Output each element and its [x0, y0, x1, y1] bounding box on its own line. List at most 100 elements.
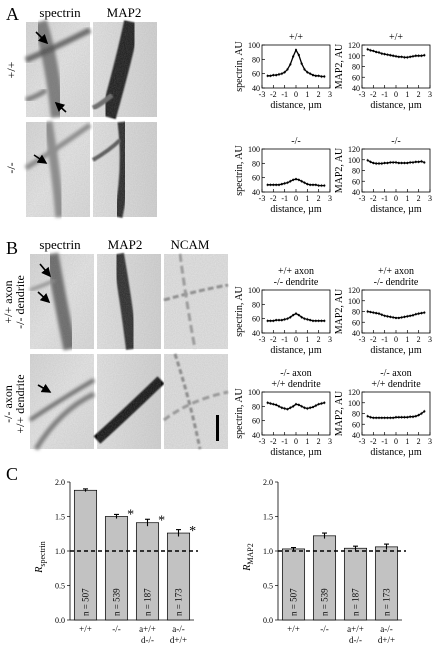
data-point [369, 160, 372, 163]
plot-title-line2: -/- dendrite [374, 277, 419, 288]
row-label-b1-line2: -/- dendrite [13, 275, 27, 329]
x-tick-label: 3 [328, 194, 332, 203]
micrograph-a-spectrin-wt [24, 19, 92, 118]
data-point [397, 416, 400, 419]
arrow-icon [39, 263, 52, 278]
arrow-icon [37, 383, 52, 393]
x-tick-label: -1 [281, 335, 288, 344]
y-tick-label: 120 [348, 286, 360, 295]
x-category-label: a+/+ [347, 624, 364, 634]
data-point [397, 316, 400, 320]
plot-title-line2: +/+ dendrite [271, 379, 321, 390]
y-tick-label: 80 [352, 167, 360, 176]
data-point [383, 314, 386, 317]
data-point [397, 55, 400, 58]
data-point [411, 314, 415, 317]
data-point [283, 71, 286, 74]
x-tick-label: 2 [417, 335, 421, 344]
data-point [372, 161, 375, 165]
x-category-label: d+/+ [378, 635, 395, 645]
x-tick-label: 1 [405, 335, 409, 344]
y-tick-label: 40 [252, 188, 260, 197]
x-tick-label: 0 [294, 335, 298, 344]
scale-bar [216, 415, 219, 441]
data-point [300, 316, 303, 319]
y-tick-label: 120 [348, 41, 360, 50]
x-category-label: d+/+ [170, 635, 187, 645]
arrow-icon [33, 154, 48, 164]
data-point [292, 405, 295, 408]
data-point [400, 161, 403, 165]
x-tick-label: 1 [405, 194, 409, 203]
data-point [400, 416, 403, 419]
data-point [386, 315, 389, 318]
x-axis-label: distance, µm [270, 100, 322, 111]
data-point [377, 51, 381, 54]
data-point [375, 50, 378, 54]
x-tick-label: -2 [370, 335, 377, 344]
x-tick-label: 3 [328, 335, 332, 344]
data-point [306, 318, 309, 321]
y-tick-label: 60 [352, 73, 360, 82]
data-point [297, 313, 300, 317]
data-point [423, 54, 426, 57]
data-point [372, 416, 375, 419]
data-point [389, 54, 392, 57]
data-point [411, 55, 415, 58]
data-point [403, 161, 406, 165]
data-point [380, 313, 383, 316]
chart-b-spectrin-wtaxon: +/+ axon-/- dendrite 40 60 80 100 -3 -2 -1 0 1 2 3d… [234, 266, 332, 356]
x-tick-label: -3 [259, 437, 266, 446]
x-tick-label: -2 [270, 90, 277, 99]
y-tick-label: 100 [248, 286, 260, 295]
x-tick-label: 0 [394, 194, 398, 203]
x-tick-label: 2 [417, 90, 421, 99]
data-point [269, 319, 272, 322]
x-tick-label: -2 [270, 437, 277, 446]
x-tick-label: 1 [305, 194, 309, 203]
bar-n-label: n = 507 [289, 588, 299, 616]
y-tick-label: 60 [252, 174, 260, 183]
data-point [309, 183, 312, 186]
x-axis-label: distance, µm [270, 204, 322, 215]
x-axis-label: distance, µm [270, 345, 322, 356]
y-tick-label: 100 [348, 297, 360, 306]
data-point [417, 414, 420, 417]
x-tick-label: -2 [270, 194, 277, 203]
data-point [375, 416, 378, 419]
data-point [303, 317, 306, 320]
data-point [269, 183, 272, 186]
significance-star: * [189, 524, 196, 539]
data-point [286, 181, 289, 184]
data-point [317, 403, 320, 406]
data-point [311, 405, 315, 409]
row-label-b2-line1: -/- axon [1, 385, 15, 423]
x-tick-label: -1 [281, 90, 288, 99]
data-point [366, 310, 369, 313]
y-tick-label: 1.0 [55, 547, 65, 556]
y-tick-label: 100 [248, 388, 260, 397]
panel-letter-b: B [6, 238, 18, 258]
data-point [417, 160, 420, 163]
data-point [294, 312, 298, 315]
x-tick-label: -1 [281, 437, 288, 446]
data-point [314, 183, 317, 186]
data-point [294, 48, 298, 52]
y-axis-label: MAP2, AU [334, 43, 345, 89]
data-point [403, 315, 406, 318]
data-point [369, 310, 372, 314]
x-tick-label: -3 [259, 194, 266, 203]
plot-frame [261, 391, 331, 436]
y-tick-label: 40 [352, 188, 360, 197]
arrow-icon [54, 101, 67, 113]
data-point [275, 74, 278, 77]
data-point [417, 54, 420, 57]
x-tick-label: -1 [381, 437, 388, 446]
y-axis-label: Rspectrin [34, 541, 47, 573]
y-axis-label: RMAP2 [242, 543, 255, 571]
x-tick-label: 2 [317, 194, 321, 203]
data-point [369, 416, 372, 419]
